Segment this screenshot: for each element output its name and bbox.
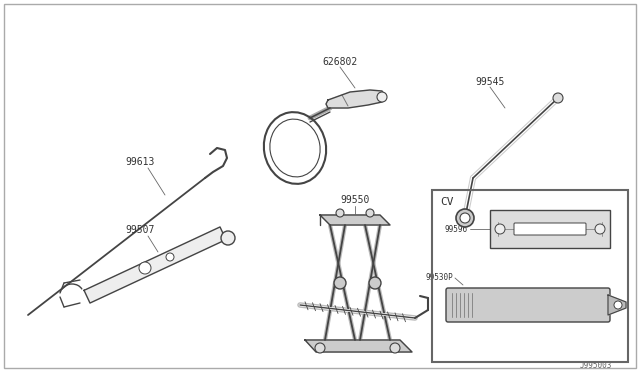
Circle shape	[460, 213, 470, 223]
Circle shape	[553, 93, 563, 103]
Polygon shape	[84, 227, 226, 303]
Bar	[432, 190, 628, 362]
Circle shape	[315, 343, 325, 353]
Circle shape	[139, 262, 151, 274]
Polygon shape	[305, 340, 412, 352]
Circle shape	[166, 253, 174, 261]
Polygon shape	[326, 90, 385, 108]
Text: 99613: 99613	[125, 157, 155, 167]
Circle shape	[334, 277, 346, 289]
Polygon shape	[608, 295, 626, 315]
Circle shape	[456, 209, 474, 227]
Text: 626802: 626802	[323, 57, 358, 67]
FancyBboxPatch shape	[514, 223, 586, 235]
Circle shape	[595, 224, 605, 234]
Circle shape	[366, 209, 374, 217]
Text: 99596: 99596	[445, 224, 468, 234]
Circle shape	[614, 301, 622, 309]
Text: 99545: 99545	[476, 77, 505, 87]
FancyBboxPatch shape	[490, 210, 610, 248]
Text: CV: CV	[440, 197, 454, 207]
Text: 99550: 99550	[340, 195, 370, 205]
Text: J995003: J995003	[580, 362, 612, 371]
Circle shape	[377, 92, 387, 102]
Circle shape	[336, 209, 344, 217]
Circle shape	[495, 224, 505, 234]
Text: 99530P: 99530P	[425, 273, 453, 282]
FancyBboxPatch shape	[446, 288, 610, 322]
Circle shape	[390, 343, 400, 353]
Polygon shape	[320, 215, 390, 225]
Circle shape	[369, 277, 381, 289]
Circle shape	[221, 231, 235, 245]
Text: 99507: 99507	[125, 225, 155, 235]
